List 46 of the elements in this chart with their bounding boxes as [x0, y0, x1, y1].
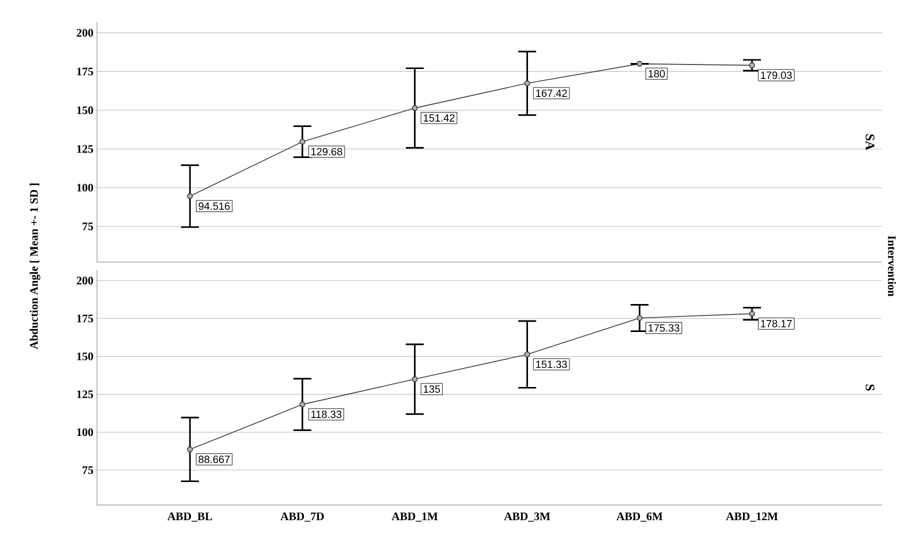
point: [412, 376, 418, 382]
point: [636, 315, 642, 321]
y-tick-label: 75: [82, 466, 94, 474]
y-tick-label: 175: [77, 314, 94, 322]
point: [749, 62, 755, 68]
text: S: [866, 384, 874, 391]
data-label: 118.33: [311, 410, 342, 418]
data-label: 94.516: [198, 202, 230, 210]
point: [187, 193, 193, 200]
y-axis-title: Abduction Angle [ Mean +- 1 SD ]: [30, 184, 40, 350]
x-tick-label: ABD_BL: [167, 512, 212, 522]
y-tick-label: 125: [77, 390, 94, 398]
y-tick-label: 200: [76, 28, 94, 37]
y-tick-label: 150: [77, 106, 94, 114]
point: [524, 80, 530, 86]
data-label: 167.42: [536, 90, 567, 97]
point: [412, 105, 418, 111]
y-tick-label: 200: [76, 276, 94, 284]
y-tick-label: 125: [77, 145, 94, 153]
data-label: 178.17: [761, 320, 792, 328]
point: [636, 60, 642, 67]
x-tick-label: ABD_3M: [504, 512, 550, 522]
data-label: 180: [648, 70, 665, 78]
point: [299, 138, 306, 145]
x-tick-label: ABD_12M: [726, 512, 778, 522]
point: [749, 310, 755, 317]
data-label: 151.33: [536, 360, 567, 368]
data-label: 88.667: [198, 456, 230, 464]
y-tick-label: 100: [77, 428, 94, 436]
point: [187, 446, 193, 452]
x-tick-label: ABD_6M: [616, 512, 662, 522]
point: [299, 402, 306, 408]
y-tick-label: 150: [77, 352, 94, 360]
x-tick-label: ABD_1M: [392, 512, 438, 522]
data-label: 135: [424, 385, 440, 393]
text: SA: [866, 134, 874, 150]
text: Intervention: [888, 236, 896, 296]
y-tick-label: 100: [77, 184, 94, 192]
data-label: 129.68: [311, 148, 342, 156]
data-label: 151.42: [424, 114, 454, 122]
x-tick-label: ABD_7D: [280, 512, 324, 522]
y-tick-label: 175: [77, 68, 94, 76]
point: [524, 352, 530, 358]
data-label: 175.33: [648, 324, 680, 332]
y-tick-label: 75: [82, 222, 94, 230]
data-label: 179.03: [761, 72, 792, 79]
